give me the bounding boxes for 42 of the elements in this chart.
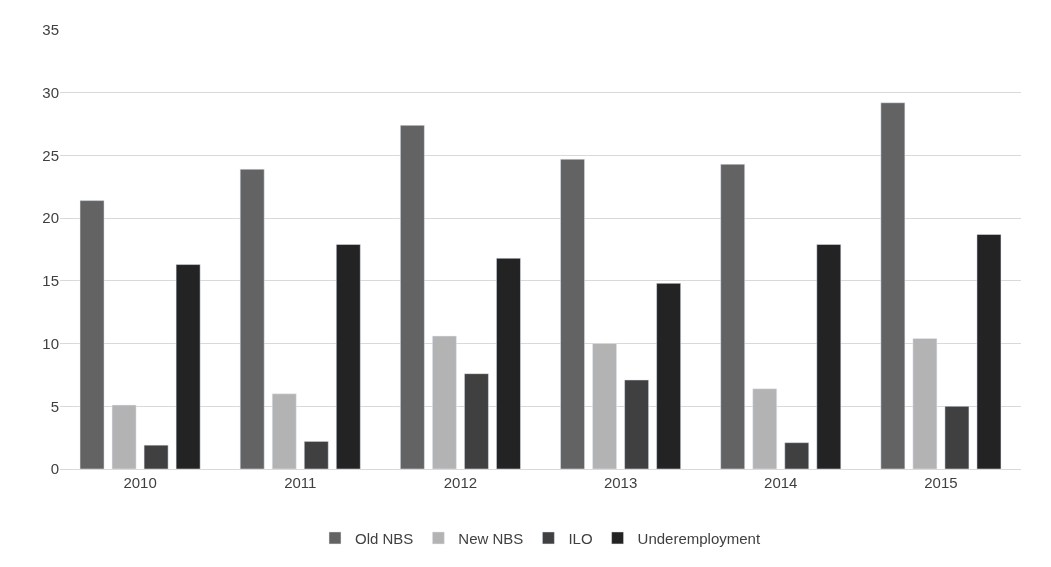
bar bbox=[432, 335, 457, 469]
bar bbox=[592, 343, 617, 469]
bar bbox=[111, 404, 137, 469]
bar bbox=[239, 168, 265, 469]
y-tick-label: 5 bbox=[50, 397, 59, 415]
bar bbox=[720, 163, 745, 469]
x-tick-label: 2015 bbox=[924, 474, 958, 491]
bar bbox=[79, 200, 105, 469]
bar bbox=[816, 244, 842, 469]
legend-label: Underemployment bbox=[637, 529, 761, 547]
bar bbox=[976, 234, 1002, 469]
x-tick-label: 2014 bbox=[764, 474, 798, 491]
y-tick-label: 0 bbox=[50, 460, 59, 478]
bar bbox=[752, 388, 777, 469]
bar bbox=[336, 244, 361, 469]
bar bbox=[496, 258, 521, 469]
y-tick-label: 35 bbox=[42, 21, 59, 39]
bar bbox=[912, 338, 938, 469]
bar bbox=[464, 373, 489, 469]
bar bbox=[271, 393, 297, 469]
legend-label: New NBS bbox=[458, 529, 524, 547]
bar bbox=[656, 283, 681, 469]
bar bbox=[175, 264, 201, 469]
bar bbox=[400, 125, 425, 469]
bar bbox=[560, 158, 585, 469]
x-tick-label: 2011 bbox=[284, 474, 317, 491]
bar bbox=[944, 406, 970, 469]
bar bbox=[880, 102, 906, 469]
bar bbox=[624, 379, 649, 469]
legend-label: ILO bbox=[568, 529, 593, 547]
x-tick-label: 2010 bbox=[123, 474, 157, 491]
y-tick-label: 20 bbox=[42, 209, 59, 227]
bar bbox=[143, 444, 169, 469]
x-tick-label: 2013 bbox=[603, 474, 638, 491]
y-tick-label: 15 bbox=[42, 272, 59, 290]
bar bbox=[304, 441, 329, 469]
y-tick-label: 10 bbox=[42, 334, 59, 352]
legend-label: Old NBS bbox=[355, 529, 414, 547]
y-tick-label: 25 bbox=[42, 146, 59, 164]
y-tick-label: 30 bbox=[42, 83, 59, 101]
bar bbox=[784, 442, 810, 469]
x-tick-label: 2012 bbox=[443, 474, 478, 491]
